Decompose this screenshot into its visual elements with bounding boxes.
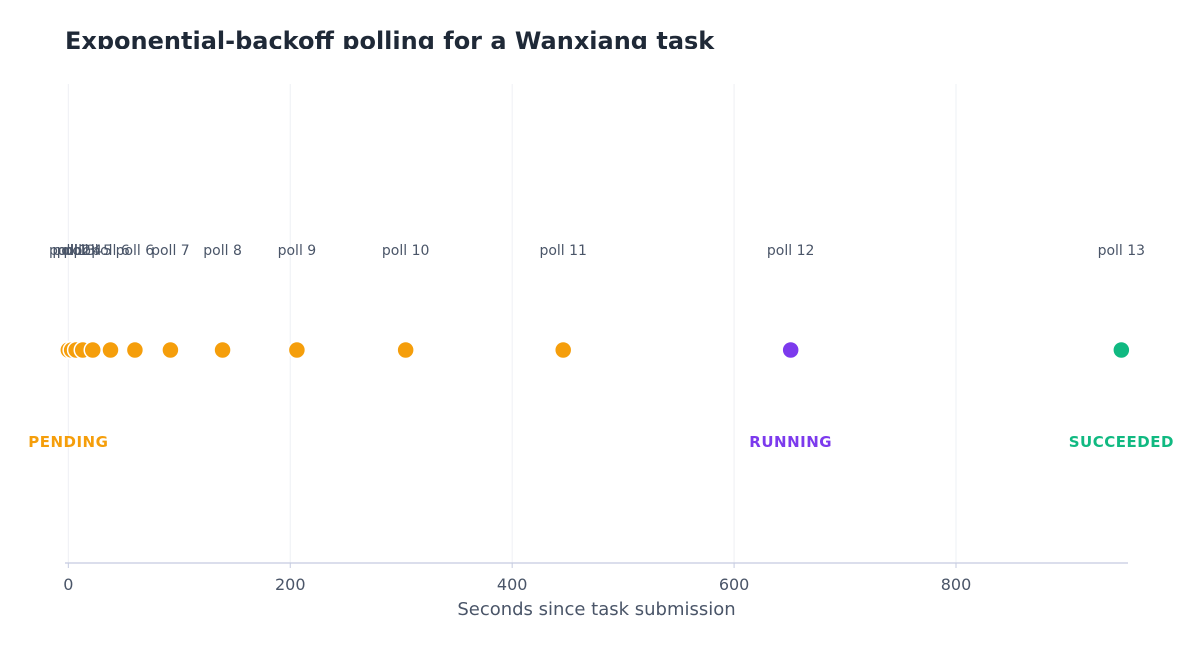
poll-label: poll 7 (151, 243, 190, 259)
status-label: RUNNING (749, 433, 832, 451)
status-label: PENDING (28, 433, 108, 451)
status-labels: PENDING RUNNING SUCCEEDED (28, 433, 1174, 451)
poll-label: poll 11 (539, 243, 587, 259)
x-tick-label: 800 (941, 575, 972, 594)
poll-point (213, 340, 232, 360)
poll-point (781, 340, 800, 360)
poll-label: poll 13 (1098, 243, 1146, 259)
poll-point (83, 340, 102, 360)
poll-label: poll 5 (73, 243, 112, 259)
poll-point (101, 340, 120, 360)
poll-label: poll 2 (52, 243, 91, 259)
poll-point (1112, 340, 1131, 360)
x-tick-label: 600 (719, 575, 750, 594)
poll-label: poll 10 (382, 243, 430, 259)
poll-point (161, 340, 180, 360)
x-tick-label: 0 (63, 575, 73, 594)
x-tick-label: 200 (275, 575, 306, 594)
poll-point (287, 340, 307, 360)
chart-title: Exponential-backoff polling for a Wanxia… (65, 27, 715, 49)
poll-label: poll 6 (116, 243, 155, 259)
x-tick-labels: 0 200 400 600 800 (63, 563, 971, 594)
poll-points (59, 340, 1131, 360)
poll-label: poll 8 (203, 243, 242, 259)
poll-point (396, 340, 415, 360)
chart-title-container: Exponential-backoff polling for a Wanxia… (65, 26, 865, 49)
poll-label: poll 4 (63, 243, 102, 259)
poll-point (125, 340, 145, 360)
poll-label: poll 6 (91, 243, 130, 259)
x-tick-label: 400 (497, 575, 528, 594)
grid-lines (67, 84, 957, 563)
poll-label: poll 12 (767, 243, 815, 259)
x-axis-title: Seconds since task submission (457, 599, 735, 620)
poll-label: poll 9 (278, 243, 317, 259)
poll-label: poll 1 (49, 243, 88, 259)
status-label: SUCCEEDED (1069, 433, 1174, 451)
poll-label: poll 3 (57, 243, 96, 259)
poll-point (553, 340, 573, 360)
